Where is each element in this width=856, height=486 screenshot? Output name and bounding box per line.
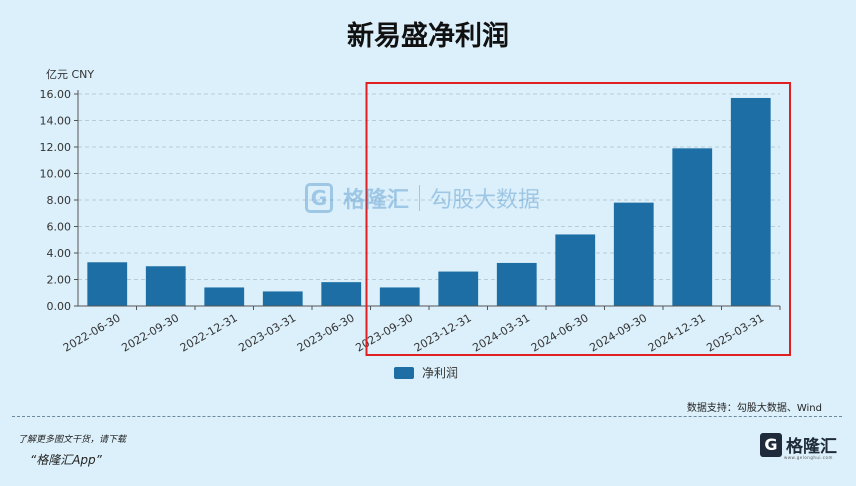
y-tick-label: 4.00 — [47, 247, 72, 260]
watermark-logo-icon: G — [305, 183, 333, 213]
x-tick-label: 2025-03-31 — [704, 311, 766, 354]
footer-promo-text: 了解更多图文干货，请下载 — [18, 435, 127, 445]
legend-swatch — [394, 366, 414, 379]
brand-logo-text: 格隆汇 — [786, 437, 837, 457]
watermark-separator — [419, 185, 421, 211]
y-tick-label: 0.00 — [47, 300, 72, 313]
y-tick-label: 2.00 — [47, 274, 72, 287]
watermark-text-2: 勾股大数据 — [430, 188, 541, 213]
legend: 净利润 — [394, 364, 458, 381]
net-profit-chart: 亿元 CNY 0.00 2.00 4.00 6.00 8.00 10.00 12.00 14.… — [40, 68, 791, 356]
brand-logo-url: www.gelonghui.com — [784, 455, 833, 460]
highlight-box — [365, 82, 791, 356]
y-tick-label: 8.00 — [47, 194, 72, 207]
bar-2023-12-31 — [438, 271, 479, 306]
bar-2024-09-30 — [613, 202, 654, 306]
bar-2023-06-30 — [321, 282, 362, 306]
bar-2023-03-31 — [262, 291, 303, 306]
y-tick-label: 12.00 — [40, 141, 72, 154]
bar-2023-09-30 — [379, 287, 420, 306]
x-tick-label: 2023-06-30 — [295, 311, 357, 354]
bar-2024-03-31 — [496, 262, 537, 306]
x-tick-label: 2022-12-31 — [178, 311, 240, 354]
x-tick-label: 2024-12-31 — [646, 311, 708, 354]
brand-logo: G 格隆汇 — [760, 432, 837, 457]
y-tick-label: 14.00 — [40, 115, 72, 128]
bar-2022-06-30 — [87, 262, 128, 306]
chart-title: 新易盛净利润 — [347, 21, 509, 52]
y-tick-label: 16.00 — [40, 88, 72, 101]
x-tick-label: 2024-03-31 — [470, 311, 532, 354]
y-tick-label: 10.00 — [40, 168, 72, 181]
bar-2022-12-31 — [204, 287, 245, 306]
legend-label: 净利润 — [422, 366, 459, 380]
bar-2025-03-31 — [730, 97, 771, 306]
x-tick-label: 2023-12-31 — [412, 311, 474, 354]
x-tick-label: 2022-06-30 — [61, 311, 123, 354]
source-note: 数据支持：勾股大数据、Wind — [686, 403, 822, 414]
x-tick-label: 2024-06-30 — [529, 311, 591, 354]
bar-2024-06-30 — [555, 234, 596, 306]
x-tick-label: 2023-03-31 — [236, 311, 298, 354]
bar-2022-09-30 — [145, 266, 186, 306]
y-tick-label: 6.00 — [47, 221, 72, 234]
footer-divider — [12, 416, 842, 417]
watermark: G 格隆汇 勾股大数据 — [305, 182, 540, 214]
watermark-text: 格隆汇 — [343, 188, 410, 213]
x-tick-label: 2024-09-30 — [587, 311, 649, 354]
y-unit-label: 亿元 CNY — [46, 68, 94, 81]
brand-logo-icon: G — [760, 432, 782, 457]
x-tick-label: 2022-09-30 — [119, 311, 181, 354]
footer-app-name: “格隆汇App” — [30, 453, 102, 467]
x-tick-label: 2023-09-30 — [353, 311, 415, 354]
bar-2024-12-31 — [672, 148, 713, 306]
